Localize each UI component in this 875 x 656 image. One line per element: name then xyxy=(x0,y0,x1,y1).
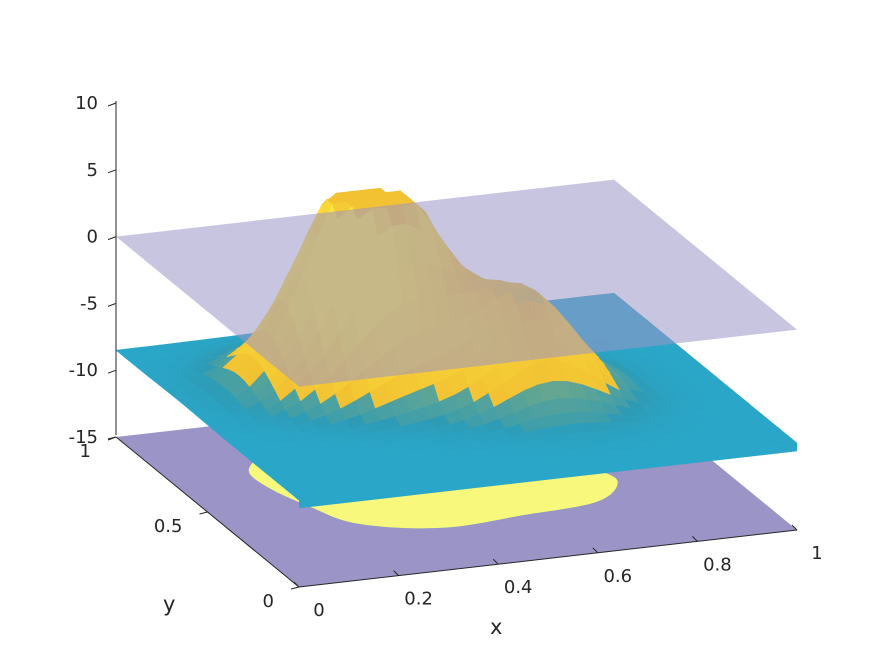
z-tick xyxy=(107,102,117,107)
surface-front-edge xyxy=(299,443,797,509)
y-axis-label: y xyxy=(163,592,175,616)
y-tick-label: 0.5 xyxy=(154,516,183,537)
x-tick xyxy=(692,536,698,542)
z-tick-label: -10 xyxy=(69,360,98,381)
x-axis-label: x xyxy=(490,615,502,639)
y-tick xyxy=(290,586,300,590)
z-tick-label: -15 xyxy=(69,427,98,448)
x-tick-label: 0.6 xyxy=(603,566,632,587)
zero-plane xyxy=(116,179,797,387)
y-tick-label: 0 xyxy=(263,591,274,612)
x-tick-label: 1 xyxy=(811,543,822,564)
x-tick-label: 0.2 xyxy=(404,589,433,610)
x-tick xyxy=(791,524,798,531)
x-tick-label: 0.4 xyxy=(504,577,533,598)
x-tick-label: 0.8 xyxy=(703,554,732,575)
y-tick xyxy=(107,436,117,440)
x-tick-label: 0 xyxy=(313,600,324,621)
z-tick xyxy=(107,169,117,174)
y-tick xyxy=(199,511,208,515)
z-tick-label: 0 xyxy=(87,227,98,248)
z-tick-label: 10 xyxy=(75,93,98,114)
z-tick xyxy=(107,302,117,307)
z-tick-label: -5 xyxy=(80,293,98,314)
zero-plane-surface xyxy=(116,179,797,387)
z-tick xyxy=(107,236,117,241)
x-axis-line xyxy=(298,529,798,588)
x-tick xyxy=(492,558,499,565)
x-tick xyxy=(592,547,599,554)
x-tick xyxy=(393,570,399,576)
z-tick xyxy=(107,369,117,374)
z-tick-label: 5 xyxy=(87,160,98,181)
x-tick xyxy=(293,581,300,588)
y-tick-label: 1 xyxy=(80,441,91,462)
surface-cell xyxy=(776,438,798,446)
